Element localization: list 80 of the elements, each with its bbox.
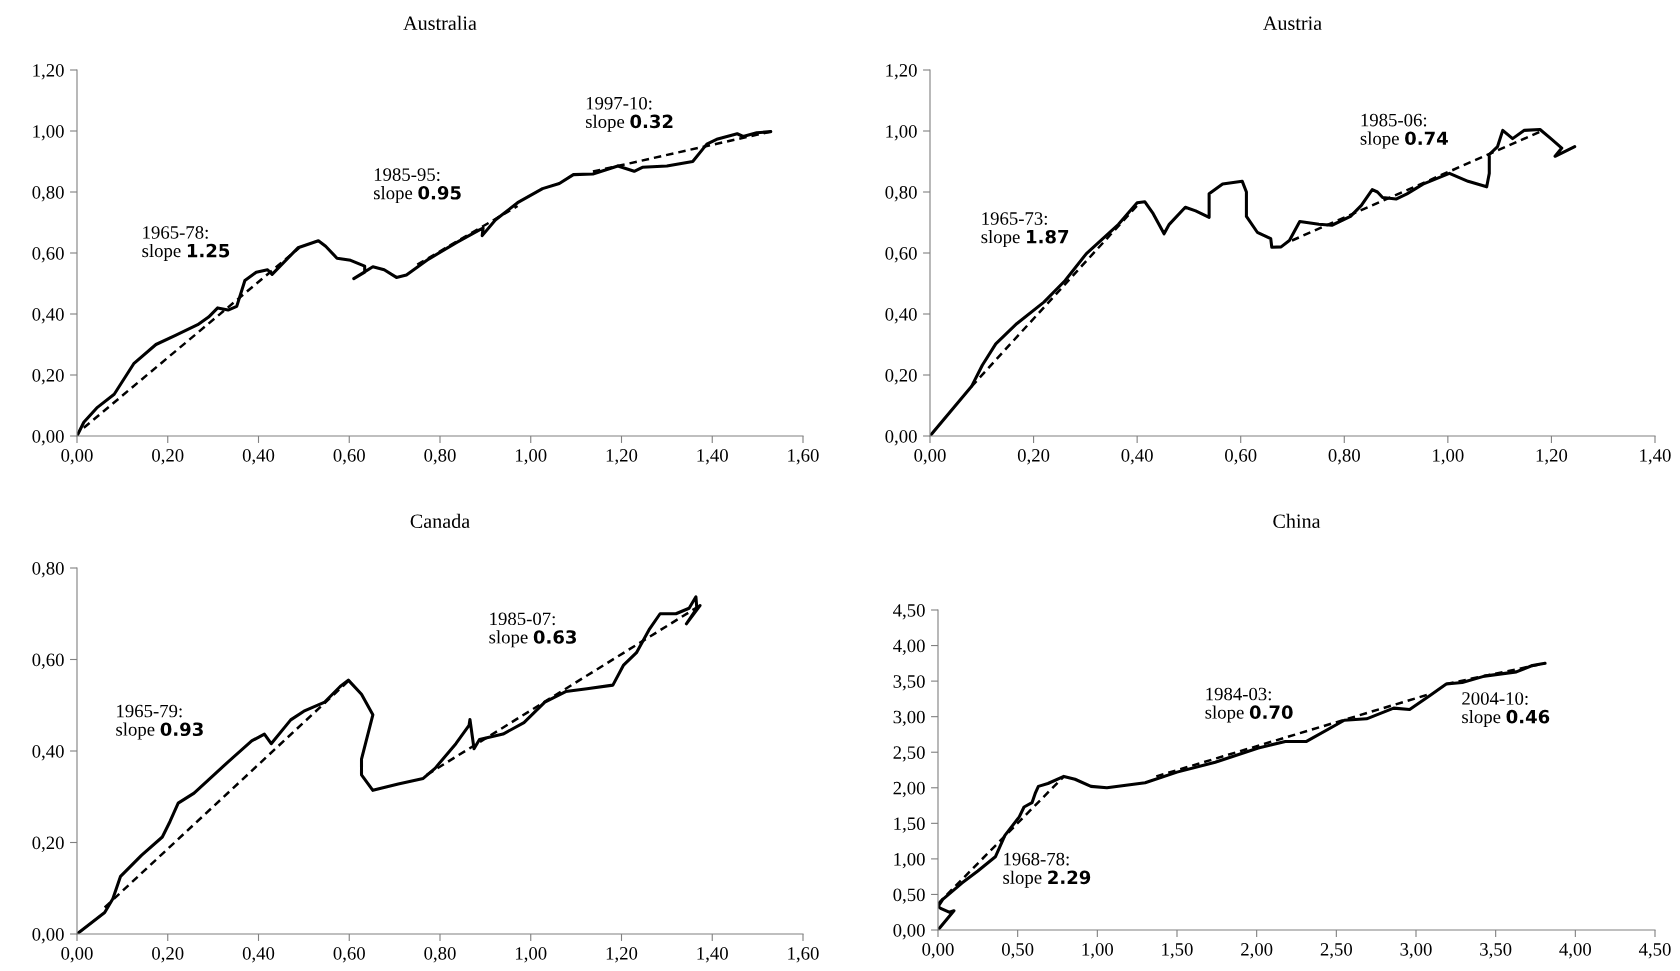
x-tick-label: 1,50 xyxy=(1162,943,1193,959)
chart-title: China xyxy=(1273,513,1321,529)
x-tick-label: 0,60 xyxy=(333,947,365,963)
line-series xyxy=(930,127,1577,436)
y-tick-label: 0,60 xyxy=(32,653,64,669)
x-tick-label: 0,20 xyxy=(152,947,184,963)
x-tick-label: 1,00 xyxy=(1082,943,1114,959)
y-tick-label: 0,20 xyxy=(885,369,917,385)
annotation: 1984-03: slope 0.70 xyxy=(1205,687,1293,723)
annotation: 1968-78: slope 2.29 xyxy=(1003,852,1091,888)
y-tick-label: 0,80 xyxy=(32,186,64,202)
x-tick-label: 0,50 xyxy=(1001,943,1034,959)
chart-title: Australia xyxy=(403,15,477,31)
y-tick-label: 1,00 xyxy=(33,125,64,141)
annotation: 1965-73: slope 1.87 xyxy=(981,212,1069,248)
annotation: 1985-95: slope 0.95 xyxy=(373,168,461,204)
x-tick-label: 0,40 xyxy=(1121,449,1153,465)
annotation: 2004-10: slope 0.46 xyxy=(1462,692,1550,727)
x-tick-label: 0,80 xyxy=(424,449,456,465)
x-tick-label: 3,00 xyxy=(1400,943,1432,959)
chart-title: Canada xyxy=(410,513,470,529)
x-tick-label: 0,20 xyxy=(152,449,184,465)
x-tick-label: 2,50 xyxy=(1320,943,1353,959)
annotation: 1965-78: slope 1.25 xyxy=(142,226,230,261)
x-tick-label: 0,00 xyxy=(61,449,93,465)
x-tick-label: 1,20 xyxy=(1536,449,1568,465)
x-tick-label: 0,40 xyxy=(242,947,275,963)
x-tick-label: 0,20 xyxy=(1017,449,1050,465)
y-tick-label: 4,50 xyxy=(893,604,925,620)
y-tick-label: 0,20 xyxy=(32,369,64,385)
y-tick-label: 2,50 xyxy=(893,746,925,762)
y-tick-label: 3,00 xyxy=(893,710,925,727)
y-tick-label: 0,80 xyxy=(885,186,917,202)
y-tick-label: 2,00 xyxy=(893,781,925,798)
x-tick-label: 0,60 xyxy=(333,449,365,465)
annotation: 1985-07: slope 0.63 xyxy=(489,612,577,648)
y-tick-label: 1,00 xyxy=(894,852,925,869)
x-tick-label: 0,40 xyxy=(242,449,275,465)
x-tick-label: 0,80 xyxy=(424,947,456,963)
x-tick-label: 1,40 xyxy=(697,947,728,963)
x-tick-label: 0,00 xyxy=(914,449,946,465)
y-tick-label: 0,40 xyxy=(32,745,64,761)
y-tick-label: 3,50 xyxy=(893,675,925,691)
y-tick-label: 0,00 xyxy=(32,928,64,944)
annotation: 1965-79: slope 0.93 xyxy=(116,704,203,740)
x-tick-label: 1,40 xyxy=(697,449,728,465)
y-tick-label: 0,80 xyxy=(32,562,64,578)
x-tick-label: 3,50 xyxy=(1480,943,1512,959)
y-tick-label: 0,00 xyxy=(32,430,64,446)
x-tick-label: 1,60 xyxy=(788,947,819,963)
x-tick-label: 1,00 xyxy=(515,947,547,963)
x-tick-label: 1,40 xyxy=(1640,449,1671,465)
y-tick-label: 1,20 xyxy=(886,64,917,80)
x-tick-label: 4,00 xyxy=(1559,943,1592,959)
y-tick-label: 1,00 xyxy=(886,125,917,141)
annotation: 1997-10: slope 0.32 xyxy=(585,96,673,132)
y-tick-label: 0,00 xyxy=(885,430,917,446)
x-tick-label: 2,00 xyxy=(1241,943,1273,959)
y-tick-label: 0,50 xyxy=(893,888,925,904)
y-tick-label: 1,50 xyxy=(894,817,925,833)
x-tick-label: 0,00 xyxy=(61,947,93,963)
y-tick-label: 0,40 xyxy=(885,308,917,324)
x-tick-label: 4,50 xyxy=(1638,943,1671,959)
x-tick-label: 0,60 xyxy=(1225,449,1257,465)
y-tick-label: 0,60 xyxy=(32,247,64,263)
x-tick-label: 1,20 xyxy=(606,947,638,963)
x-tick-label: 1,20 xyxy=(606,449,638,465)
x-tick-label: 1,60 xyxy=(788,449,819,465)
x-tick-label: 0,00 xyxy=(922,943,954,959)
y-tick-label: 1,20 xyxy=(33,64,64,80)
y-tick-label: 4,00 xyxy=(893,639,925,655)
x-tick-label: 0,80 xyxy=(1328,449,1360,465)
annotation: 1985-06: slope 0.74 xyxy=(1360,113,1448,149)
y-tick-label: 0,20 xyxy=(32,836,64,852)
x-tick-label: 1,00 xyxy=(515,449,547,465)
y-tick-label: 0,60 xyxy=(885,247,917,263)
y-tick-label: 0,40 xyxy=(32,308,64,324)
y-tick-label: 0,00 xyxy=(893,924,925,940)
x-tick-label: 1,00 xyxy=(1433,449,1464,465)
chart-title: Austria xyxy=(1263,16,1322,31)
